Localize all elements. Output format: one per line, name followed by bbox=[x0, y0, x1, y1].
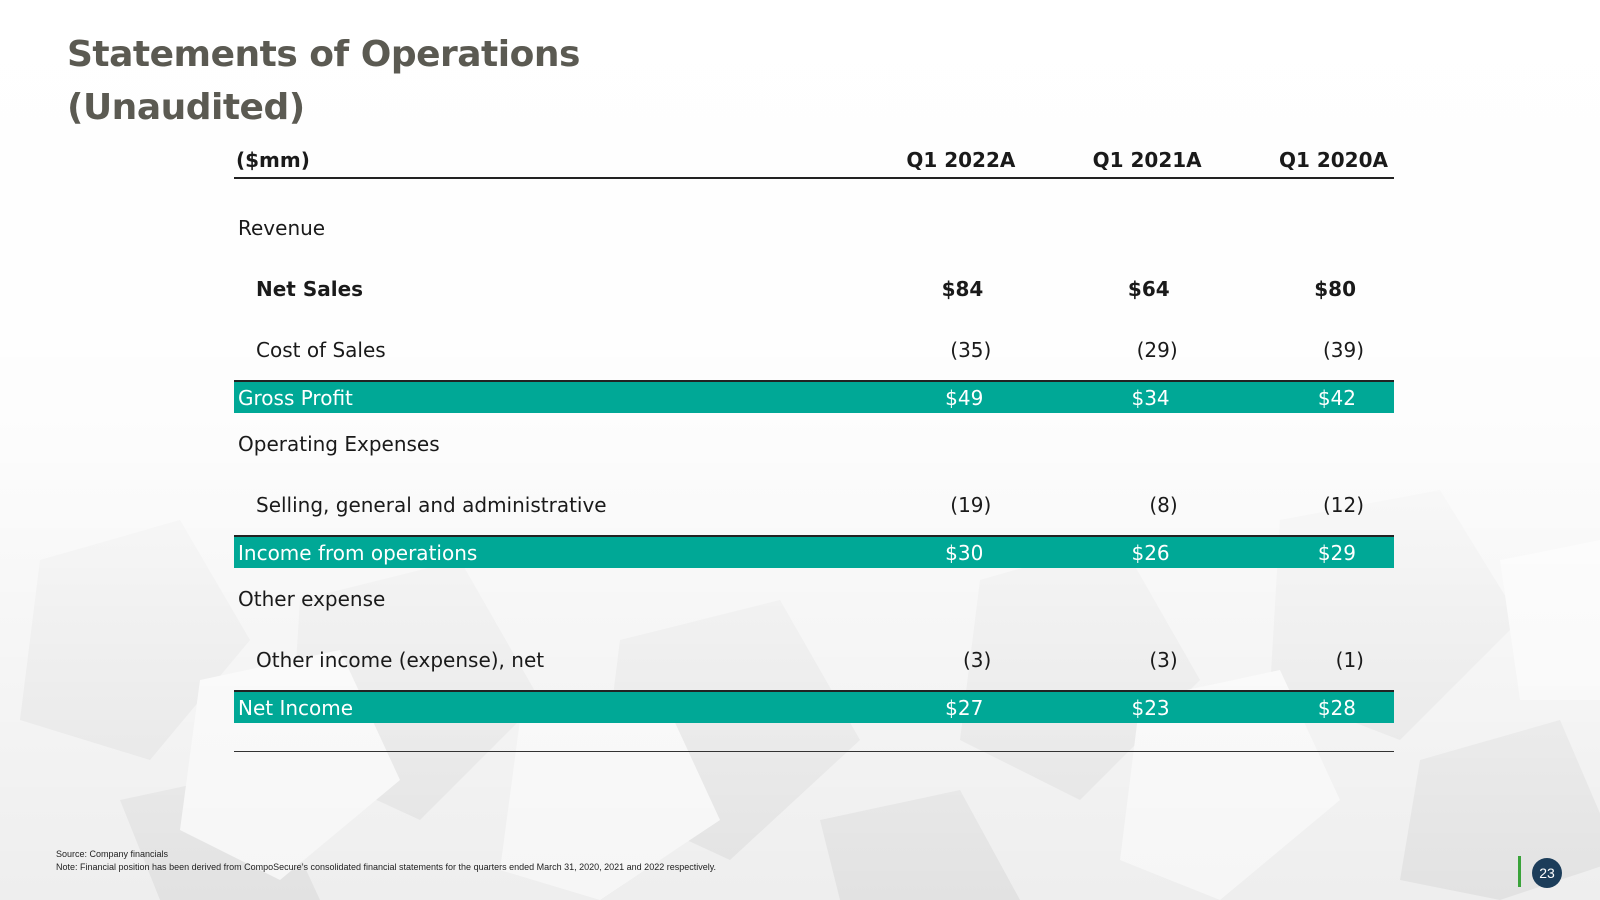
cell-q1-2021: $26 bbox=[1021, 536, 1207, 568]
table-row-other-income: Other income (expense), net (3) (3) (1) bbox=[234, 629, 1394, 691]
row-label: Cost of Sales bbox=[234, 319, 835, 381]
row-label: Gross Profit bbox=[234, 381, 835, 413]
cell-q1-2020: $29 bbox=[1208, 536, 1394, 568]
footnotes: Source: Company financials Note: Financi… bbox=[56, 848, 716, 874]
cell-q1-2022: $27 bbox=[835, 691, 1021, 723]
cell-q1-2022: $49 bbox=[835, 381, 1021, 413]
header-q1-2020: Q1 2020A bbox=[1208, 145, 1394, 178]
table-row-net-sales: Net Sales $84 $64 $80 bbox=[234, 258, 1394, 319]
table-row-income-from-operations: Income from operations $30 $26 $29 bbox=[234, 536, 1394, 568]
cell-q1-2022: (35) bbox=[835, 319, 1021, 381]
title-line-1: Statements of Operations bbox=[67, 28, 580, 81]
cell-q1-2020: $80 bbox=[1208, 258, 1394, 319]
table-header-row: ($mm) Q1 2022A Q1 2021A Q1 2020A bbox=[234, 145, 1394, 178]
row-label: Income from operations bbox=[234, 536, 835, 568]
cell-q1-2020: $42 bbox=[1208, 381, 1394, 413]
section-other-expense-row: Other expense bbox=[234, 568, 1394, 629]
table-bottom-rule bbox=[234, 723, 1394, 752]
source-note: Source: Company financials bbox=[56, 848, 716, 861]
table-row-net-income: Net Income $27 $23 $28 bbox=[234, 691, 1394, 723]
section-label: Other expense bbox=[234, 568, 835, 629]
table-row-cost-of-sales: Cost of Sales (35) (29) (39) bbox=[234, 319, 1394, 381]
row-label: Selling, general and administrative bbox=[234, 474, 835, 536]
cell-q1-2020: (39) bbox=[1208, 319, 1394, 381]
cell-q1-2021: $64 bbox=[1021, 258, 1207, 319]
section-revenue-row: Revenue bbox=[234, 197, 1394, 258]
header-q1-2022: Q1 2022A bbox=[835, 145, 1021, 178]
row-label: Other income (expense), net bbox=[234, 629, 835, 691]
cell-q1-2021: $34 bbox=[1021, 381, 1207, 413]
cell-q1-2022: (3) bbox=[835, 629, 1021, 691]
row-label: Net Sales bbox=[234, 258, 835, 319]
cell-q1-2021: $23 bbox=[1021, 691, 1207, 723]
section-label: Operating Expenses bbox=[234, 413, 835, 474]
table-row-sga: Selling, general and administrative (19)… bbox=[234, 474, 1394, 536]
cell-q1-2022: $84 bbox=[835, 258, 1021, 319]
title-line-2: (Unaudited) bbox=[67, 81, 580, 134]
section-label: Revenue bbox=[234, 197, 835, 258]
row-label: Net Income bbox=[234, 691, 835, 723]
page-title: Statements of Operations (Unaudited) bbox=[67, 28, 580, 134]
header-units: ($mm) bbox=[234, 145, 835, 178]
cell-q1-2021: (8) bbox=[1021, 474, 1207, 536]
cell-q1-2020: (1) bbox=[1208, 629, 1394, 691]
page-accent-bar bbox=[1518, 856, 1521, 887]
financial-note: Note: Financial position has been derive… bbox=[56, 861, 716, 874]
page-number-badge: 23 bbox=[1532, 858, 1562, 888]
cell-q1-2020: (12) bbox=[1208, 474, 1394, 536]
cell-q1-2021: (29) bbox=[1021, 319, 1207, 381]
table-row-gross-profit: Gross Profit $49 $34 $42 bbox=[234, 381, 1394, 413]
cell-q1-2021: (3) bbox=[1021, 629, 1207, 691]
statements-of-operations-table: ($mm) Q1 2022A Q1 2021A Q1 2020A Revenue… bbox=[234, 145, 1394, 752]
section-operating-expenses-row: Operating Expenses bbox=[234, 413, 1394, 474]
header-q1-2021: Q1 2021A bbox=[1021, 145, 1207, 178]
cell-q1-2022: (19) bbox=[835, 474, 1021, 536]
cell-q1-2022: $30 bbox=[835, 536, 1021, 568]
cell-q1-2020: $28 bbox=[1208, 691, 1394, 723]
